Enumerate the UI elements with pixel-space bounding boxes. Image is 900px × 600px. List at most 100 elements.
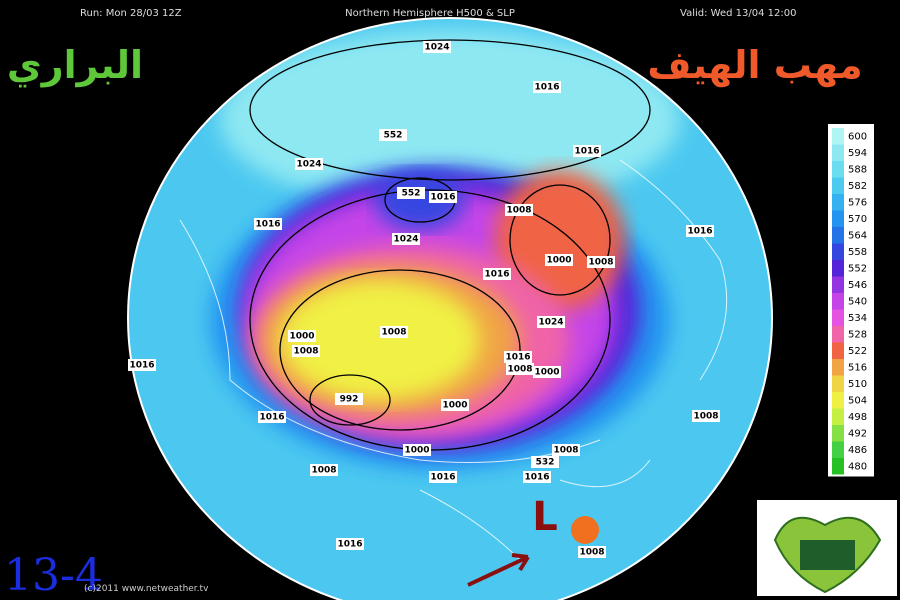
- colorbar-swatch: [832, 177, 844, 194]
- contour-label: 1024: [424, 43, 449, 53]
- contour-label-box: [506, 363, 534, 375]
- contour-label: 1016: [255, 220, 280, 230]
- colorbar-swatch: [832, 359, 844, 376]
- contour-label-box: [552, 444, 580, 456]
- contour-label: 1008: [507, 365, 532, 375]
- contour-label-box: [288, 330, 316, 342]
- contour-label-box: [254, 218, 282, 230]
- colorbar-swatch: [832, 293, 844, 310]
- contour-label-box: [531, 456, 559, 468]
- colorbar-label: 552: [848, 263, 867, 274]
- brand-left: البراري: [7, 43, 143, 87]
- colorbar-swatch: [832, 392, 844, 409]
- contour-label: 1024: [538, 318, 563, 328]
- colorbar-swatch: [832, 210, 844, 227]
- colorbar-swatch: [832, 408, 844, 425]
- date-label: 13-4: [4, 550, 103, 600]
- contour-label: 1016: [574, 147, 599, 157]
- contour-label: 552: [384, 131, 403, 141]
- contour-label: 1016: [430, 193, 455, 203]
- contour-label-box: [310, 464, 338, 476]
- contour-label-box: [523, 471, 551, 483]
- colorbar-label: 486: [848, 445, 867, 456]
- contour-label: 1000: [404, 446, 429, 456]
- contour-label: 1000: [546, 256, 571, 266]
- colorbar-swatch: [832, 309, 844, 326]
- contour-label-box: [545, 254, 573, 266]
- contour-label: 992: [340, 395, 359, 405]
- contour-label-box: [258, 411, 286, 423]
- contour-label: 1000: [289, 332, 314, 342]
- contour-label-box: [380, 326, 408, 338]
- contour-label: 1008: [588, 258, 613, 268]
- contour-label-box: [587, 256, 615, 268]
- contour-label: 1008: [553, 446, 578, 456]
- contour-label-box: [504, 351, 532, 363]
- colorbar-label: 558: [848, 247, 867, 258]
- contour-label: 1016: [534, 83, 559, 93]
- contour-label-box: [392, 233, 420, 245]
- contour-label: 1016: [129, 361, 154, 371]
- colorbar-label: 480: [848, 461, 867, 472]
- valid-label: Valid: Wed 13/04 12:00: [680, 8, 796, 19]
- contour-label-box: [686, 225, 714, 237]
- colorbar-label: 528: [848, 329, 867, 340]
- colorbar-swatch: [832, 227, 844, 244]
- colorbar-swatch: [832, 144, 844, 161]
- colorbar-label: 510: [848, 379, 867, 390]
- contour-label: 1016: [430, 473, 455, 483]
- contour-label-box: [423, 41, 451, 53]
- contour-label-box: [403, 444, 431, 456]
- contour-label: 1008: [506, 206, 531, 216]
- contour-label-box: [505, 204, 533, 216]
- colorbar-swatch: [832, 458, 844, 475]
- contour-label: 1016: [259, 413, 284, 423]
- colorbar-swatch: [832, 260, 844, 277]
- colorbar-label: 564: [848, 230, 867, 241]
- colorbar-label: 546: [848, 280, 867, 291]
- contour-label: 552: [402, 189, 421, 199]
- contour-label-box: [533, 366, 561, 378]
- contour-label: 1024: [296, 160, 321, 170]
- contour-label-box: [441, 399, 469, 411]
- contour-label: 1016: [505, 353, 530, 363]
- contour-label-box: [295, 158, 323, 170]
- contour-label: 1016: [337, 540, 362, 550]
- highlight-circle: [571, 516, 599, 544]
- contour-label-box: [537, 316, 565, 328]
- colorbar-swatch: [832, 194, 844, 211]
- arrow: [467, 553, 530, 587]
- contour-label: 1000: [442, 401, 467, 411]
- colorbar-swatch: [832, 276, 844, 293]
- colorbar-label: 492: [848, 428, 867, 439]
- contour-label-box: [578, 546, 606, 558]
- low-marker: L: [532, 494, 558, 540]
- colorbar-swatch: [832, 375, 844, 392]
- contour-label-box: [128, 359, 156, 371]
- credit: (c)2011 www.netweather.tv: [84, 584, 209, 594]
- colorbar-swatch: [832, 441, 844, 458]
- colorbar: 600 594 588 582 576 570 564 558 552 546 540 534 528 5…: [828, 124, 874, 477]
- colorbar-swatch: [832, 243, 844, 260]
- colorbar-label: 576: [848, 197, 867, 208]
- contour-label-box: [335, 393, 363, 405]
- colorbar-swatch: [832, 128, 844, 145]
- colorbar-label: 516: [848, 362, 867, 373]
- colorbar-label: 504: [848, 395, 867, 406]
- contour-label-box: [336, 538, 364, 550]
- contour-label-box: [429, 471, 457, 483]
- colorbar-swatch: [832, 342, 844, 359]
- colorbar-label: 588: [848, 164, 867, 175]
- contour-label: 1008: [381, 328, 406, 338]
- contour-label-box: [533, 81, 561, 93]
- contour-label-box: [692, 410, 720, 422]
- colorbar-label: 522: [848, 346, 867, 357]
- contour-label-box: [429, 191, 457, 203]
- contour-label: 1000: [534, 368, 559, 378]
- contour-label-box: [573, 145, 601, 157]
- contour-label: 1008: [579, 548, 604, 558]
- contour-label: 1024: [393, 235, 418, 245]
- contour-label: 1016: [484, 270, 509, 280]
- logo: [757, 500, 897, 596]
